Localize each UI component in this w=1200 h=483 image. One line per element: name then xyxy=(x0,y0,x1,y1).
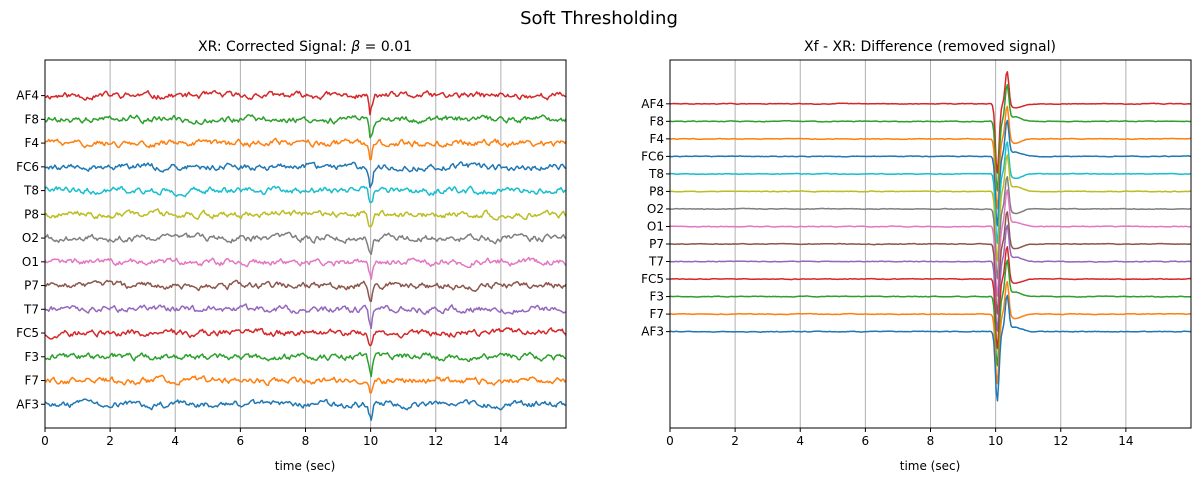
channel-label-o1: O1 xyxy=(647,219,664,233)
channel-label-t7: T7 xyxy=(648,255,664,269)
x-tick-label: 10 xyxy=(363,434,378,448)
channel-label-p8: P8 xyxy=(649,184,664,198)
trace-p7 xyxy=(669,211,1192,315)
trace-fc6 xyxy=(44,161,567,189)
trace-f3 xyxy=(44,351,567,378)
trace-p8 xyxy=(670,154,1192,262)
trace-f4 xyxy=(670,105,1191,210)
channel-label-f4: F4 xyxy=(24,136,39,150)
left-grid xyxy=(44,60,502,428)
x-tick-label: 12 xyxy=(428,434,443,448)
right-x-ticks: 0 2 4 6 8 10 12 14 xyxy=(666,428,1134,448)
channel-label-f3: F3 xyxy=(649,290,664,304)
trace-o1 xyxy=(44,256,567,280)
x-tick-label: 14 xyxy=(493,434,508,448)
channel-label-fc6: FC6 xyxy=(641,149,664,163)
trace-af4 xyxy=(44,89,567,116)
channel-label-p7: P7 xyxy=(24,279,39,293)
channel-label-af4: AF4 xyxy=(16,89,39,103)
trace-f3 xyxy=(669,259,1192,367)
channel-label-fc5: FC5 xyxy=(16,326,39,340)
trace-f7 xyxy=(669,280,1192,385)
channel-label-fc6: FC6 xyxy=(16,160,39,174)
trace-f8 xyxy=(669,83,1191,192)
x-tick-label: 12 xyxy=(1053,434,1068,448)
trace-o1 xyxy=(669,189,1192,297)
x-tick-label: 6 xyxy=(237,434,245,448)
x-tick-label: 2 xyxy=(731,434,739,448)
channel-label-t7: T7 xyxy=(23,302,39,316)
left-traces xyxy=(44,89,567,421)
channel-label-t8: T8 xyxy=(23,184,39,198)
channel-label-o2: O2 xyxy=(22,231,39,245)
channel-label-p8: P8 xyxy=(24,207,39,221)
channel-label-f8: F8 xyxy=(649,114,664,128)
channel-label-f8: F8 xyxy=(24,112,39,126)
left-x-axis-label: time (sec) xyxy=(275,459,336,473)
trace-af3 xyxy=(44,398,567,421)
trace-fc5 xyxy=(669,246,1192,350)
trace-o2 xyxy=(669,176,1192,280)
left-panel-title: XR: Corrected Signal: β = 0.01 xyxy=(198,39,412,55)
right-channel-labels: AF4 F8 F4 FC6 T8 P8 O2 O1 P7 T7 FC5 F3 F7 AF3 xyxy=(641,97,670,339)
right-x-axis-label: time (sec) xyxy=(900,459,961,473)
channel-label-f7: F7 xyxy=(649,307,664,321)
x-tick-label: 6 xyxy=(862,434,870,448)
x-tick-label: 0 xyxy=(41,434,49,448)
trace-fc5 xyxy=(44,327,567,347)
trace-af3 xyxy=(670,294,1192,402)
trace-af4 xyxy=(669,71,1191,174)
channel-label-f4: F4 xyxy=(649,132,664,146)
trace-f4 xyxy=(44,137,567,161)
trace-t7 xyxy=(669,224,1192,332)
x-tick-label: 14 xyxy=(1118,434,1133,448)
left-channel-labels: AF4 F8 F4 FC6 T8 P8 O2 O1 P7 T7 FC5 F3 F7 AF3 xyxy=(16,89,45,411)
x-tick-label: 10 xyxy=(988,434,1003,448)
right-traces xyxy=(669,71,1192,402)
trace-fc6 xyxy=(669,119,1192,227)
trace-t8 xyxy=(44,185,567,204)
right-panel: Xf - XR: Difference (removed signal) AF4… xyxy=(641,39,1192,473)
x-tick-label: 2 xyxy=(106,434,114,448)
left-x-ticks: 0 2 4 6 8 10 12 14 xyxy=(41,428,509,448)
channel-label-o2: O2 xyxy=(647,202,664,216)
x-tick-label: 4 xyxy=(171,434,179,448)
channel-label-f7: F7 xyxy=(24,374,39,388)
trace-p8 xyxy=(44,208,567,228)
trace-t7 xyxy=(44,303,567,330)
trace-t8 xyxy=(670,141,1192,245)
right-panel-title: Xf - XR: Difference (removed signal) xyxy=(804,39,1056,55)
trace-p7 xyxy=(44,279,567,303)
channel-label-af4: AF4 xyxy=(641,97,664,111)
channel-label-p7: P7 xyxy=(649,237,664,251)
x-tick-label: 4 xyxy=(796,434,804,448)
x-tick-label: 0 xyxy=(666,434,674,448)
x-tick-label: 8 xyxy=(927,434,935,448)
channel-label-f3: F3 xyxy=(24,350,39,364)
figure-title: Soft Thresholding xyxy=(520,8,678,29)
trace-o2 xyxy=(44,231,567,256)
channel-label-t8: T8 xyxy=(648,167,664,181)
channel-label-o1: O1 xyxy=(22,255,39,269)
channel-label-af3: AF3 xyxy=(16,397,39,411)
trace-f7 xyxy=(44,374,567,394)
x-tick-label: 8 xyxy=(302,434,310,448)
trace-f8 xyxy=(44,114,567,139)
channel-label-af3: AF3 xyxy=(641,325,664,339)
left-panel: XR: Corrected Signal: β = 0.01 AF4 F8 F4 FC… xyxy=(16,39,567,473)
channel-label-fc5: FC5 xyxy=(641,272,664,286)
